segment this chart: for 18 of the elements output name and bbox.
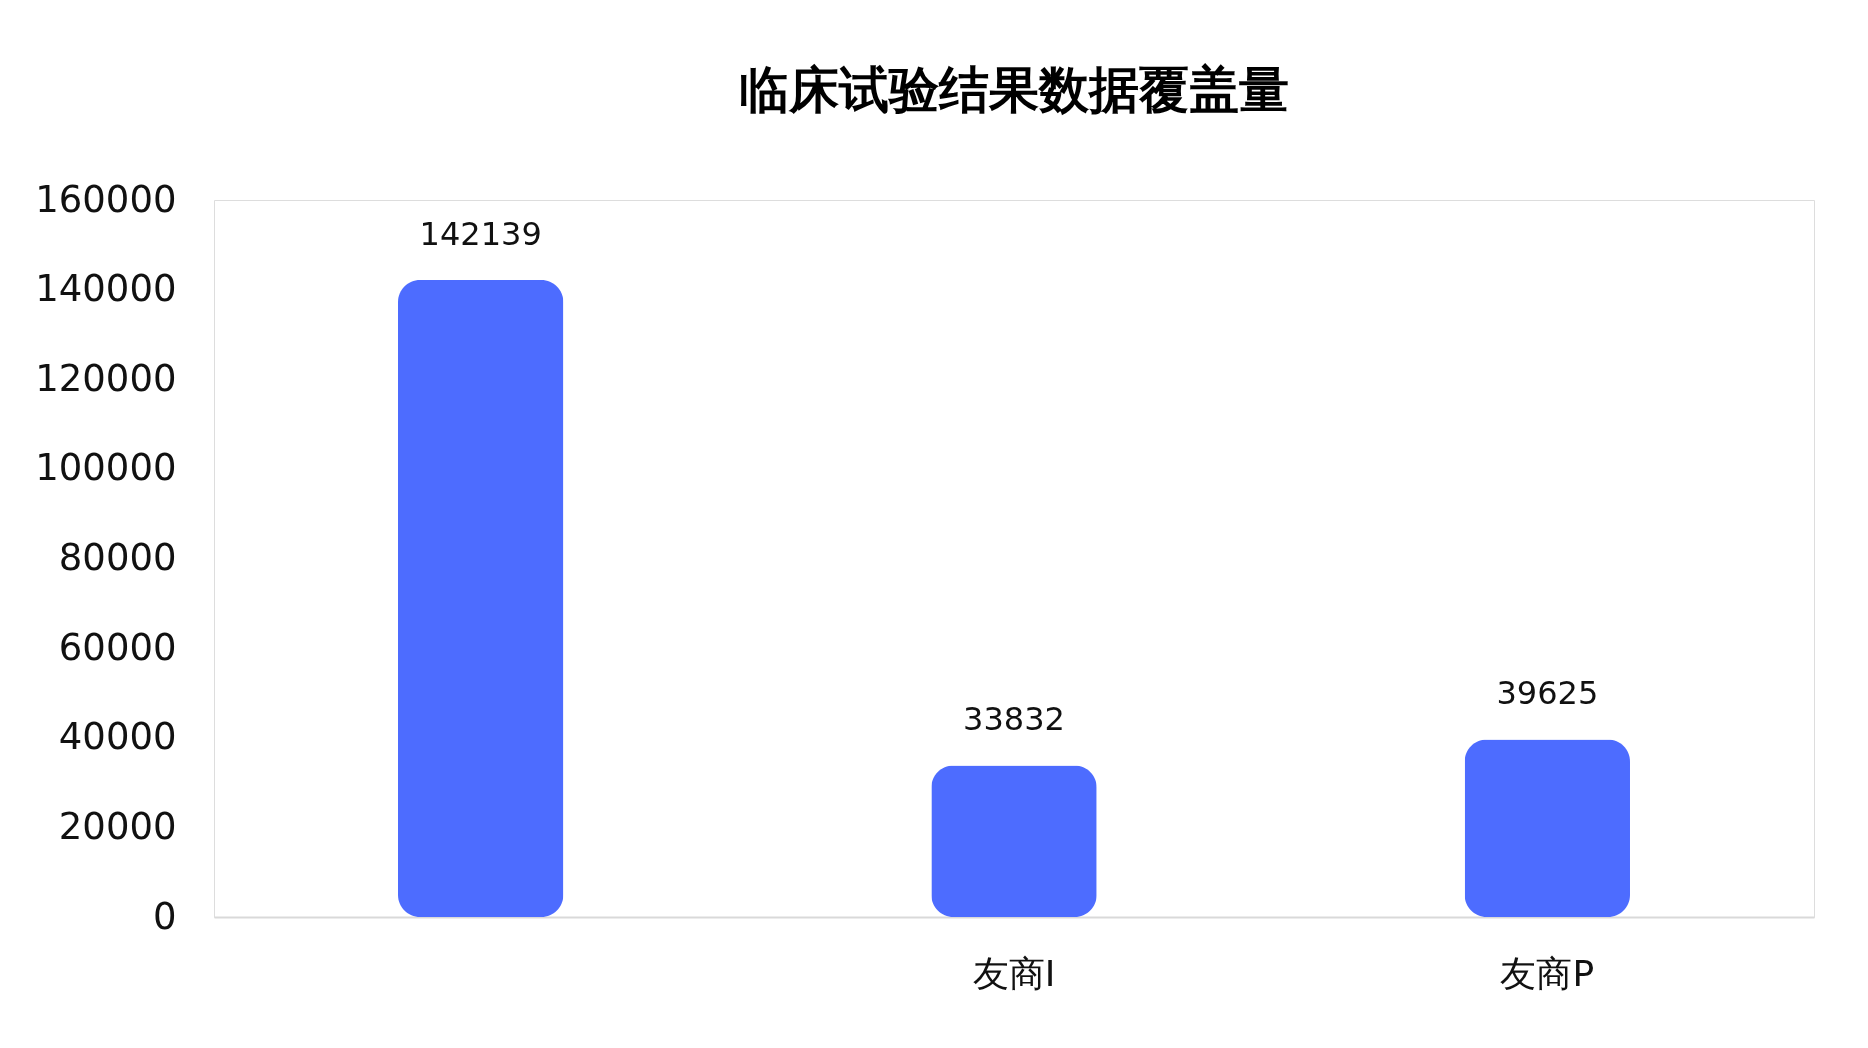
y-tick-label: 100000 bbox=[35, 446, 177, 490]
y-tick-label: 120000 bbox=[35, 356, 177, 400]
bar bbox=[1464, 739, 1630, 917]
chart-title: 临床试验结果数据覆盖量 bbox=[739, 61, 1289, 119]
data-label: 39625 bbox=[1496, 674, 1599, 713]
y-tick-label: 0 bbox=[152, 894, 177, 938]
x-tick-label: 友商I bbox=[972, 952, 1056, 994]
bar bbox=[931, 765, 1097, 917]
y-tick-label: 140000 bbox=[35, 267, 177, 311]
data-label: 33832 bbox=[963, 700, 1065, 739]
y-tick-label: 20000 bbox=[58, 804, 177, 848]
data-label: 142139 bbox=[419, 215, 542, 254]
y-tick-label: 160000 bbox=[35, 177, 177, 221]
y-tick-label: 40000 bbox=[58, 715, 177, 759]
bar bbox=[398, 280, 564, 917]
x-tick-label: 友商P bbox=[1500, 952, 1595, 994]
y-tick-label: 80000 bbox=[58, 536, 177, 579]
y-tick-label: 60000 bbox=[58, 625, 177, 669]
